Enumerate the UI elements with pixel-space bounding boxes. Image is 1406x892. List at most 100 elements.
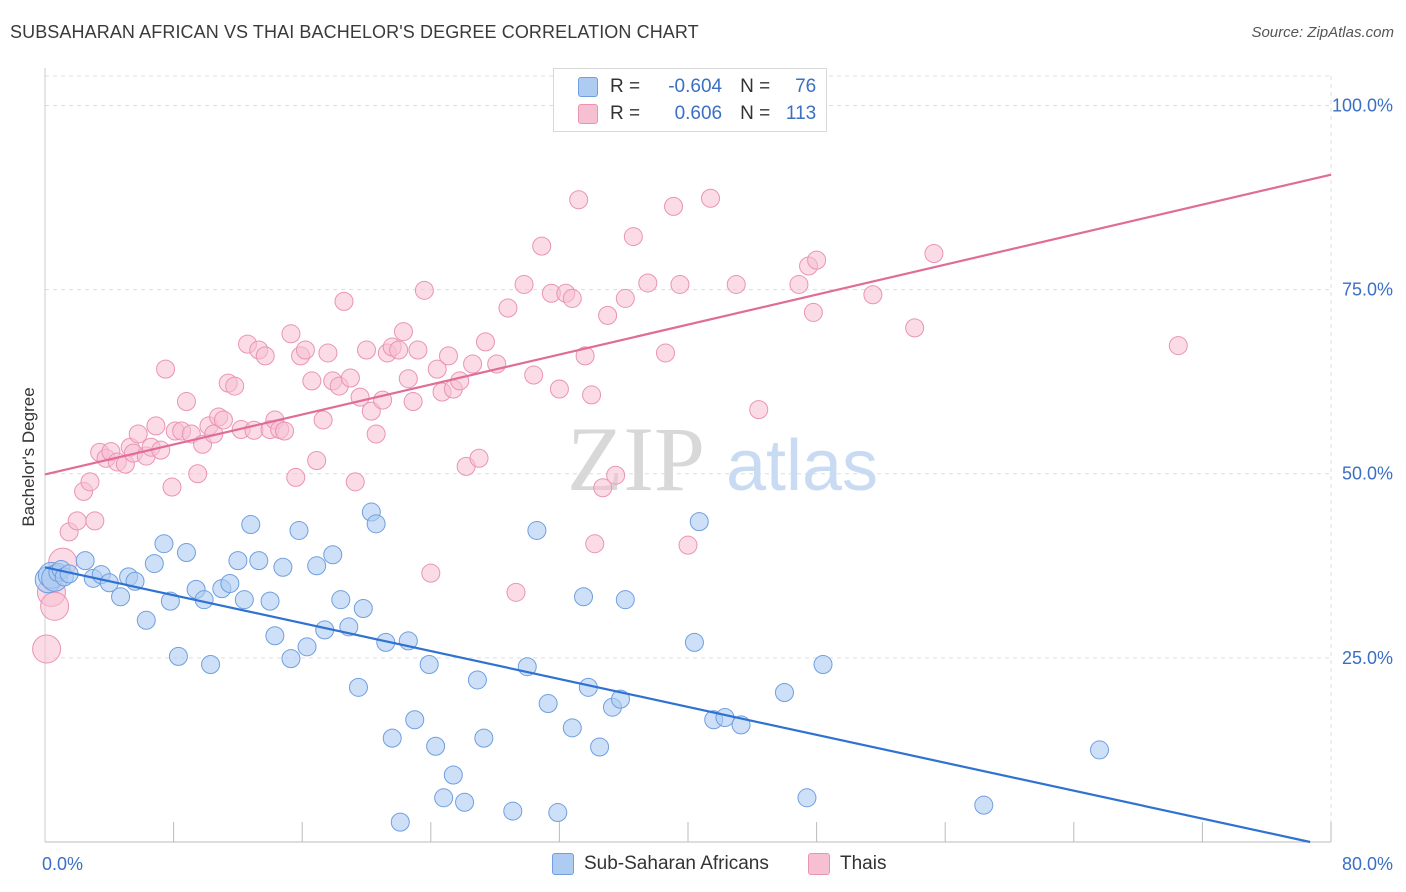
thais-point: [664, 196, 684, 216]
sub-saharan-africans-point: [562, 718, 582, 738]
sub-saharan-africans-point: [405, 710, 425, 730]
chart-source: Source: ZipAtlas.com: [1251, 24, 1394, 41]
thais-point: [67, 511, 87, 531]
thais-point: [514, 274, 534, 294]
bottom-legend-label-blue: Sub-Saharan Africans: [584, 853, 769, 874]
thais-point: [366, 424, 386, 444]
thais-point: [128, 424, 148, 444]
thais-point: [593, 478, 613, 498]
thais-point: [450, 371, 470, 391]
thais-point: [318, 343, 338, 363]
thais-point: [532, 236, 552, 256]
sub-saharan-africans-point: [974, 795, 994, 815]
thais-point: [1168, 336, 1188, 356]
sub-saharan-africans-point: [443, 765, 463, 785]
legend-r-value: 0.606: [674, 103, 723, 124]
y-tick-label: 50.0%: [1342, 464, 1393, 484]
thais-point: [307, 450, 327, 470]
legend-swatch-blue: [578, 77, 598, 97]
sub-saharan-africans-point: [201, 654, 221, 674]
correlation-legend: R = -0.604 N = 76 R = 0.606 N = 113: [553, 68, 827, 132]
thais-point: [749, 400, 769, 420]
thais-point: [549, 379, 569, 399]
thais-point: [188, 464, 208, 484]
sub-saharan-africans-point: [434, 788, 454, 808]
sub-saharan-africans-point: [455, 792, 475, 812]
sub-saharan-africans-point: [154, 534, 174, 554]
sub-saharan-africans-point: [797, 788, 817, 808]
thais-point: [225, 376, 245, 396]
thais-point: [803, 302, 823, 322]
bottom-legend-pink: Thais: [808, 851, 886, 877]
thais-point: [80, 472, 100, 492]
thais-point: [789, 274, 809, 294]
sub-saharan-africans-point: [273, 557, 293, 577]
thais-point: [85, 511, 105, 531]
thais-trend-line: [44, 173, 1332, 476]
x-tick-label-min: 0.0%: [42, 854, 83, 874]
thais-point: [655, 343, 675, 363]
legend-n-label: N =: [740, 76, 771, 97]
sub-saharan-africans-point: [136, 610, 156, 630]
thais-point: [615, 288, 635, 308]
thais-point: [295, 340, 315, 360]
thais-point: [313, 410, 333, 430]
chart-title: SUBSAHARAN AFRICAN VS THAI BACHELOR'S DE…: [10, 22, 699, 42]
sub-saharan-africans-point: [265, 626, 285, 646]
sub-saharan-africans-point: [331, 590, 351, 610]
sub-saharan-africans-point: [684, 632, 704, 652]
sub-saharan-africans-point: [75, 551, 95, 571]
thais-point: [398, 369, 418, 389]
sub-saharan-africans-point: [111, 587, 131, 607]
thais-point: [302, 371, 322, 391]
thais-point: [40, 591, 70, 621]
thais-point: [162, 477, 182, 497]
thais-point: [623, 227, 643, 247]
thais-point: [475, 332, 495, 352]
sub-saharan-africans-trend-line: [44, 566, 1311, 844]
thais-point: [807, 250, 827, 270]
y-axis-label: Bachelor's Degree: [19, 387, 38, 526]
thais-point: [414, 280, 434, 300]
thais-point: [569, 190, 589, 210]
thais-point: [701, 188, 721, 208]
sub-saharan-africans-point: [689, 512, 709, 532]
thais-point: [32, 634, 62, 664]
sub-saharan-africans-point: [144, 554, 164, 574]
sub-saharan-africans-point: [260, 591, 280, 611]
sub-saharan-africans-point: [366, 514, 386, 534]
thais-point: [281, 324, 301, 344]
sub-saharan-africans-point: [615, 590, 635, 610]
thais-point: [334, 291, 354, 311]
bottom-legend-label-pink: Thais: [840, 853, 887, 874]
thais-point: [357, 340, 376, 360]
sub-saharan-africans-point: [419, 654, 439, 674]
sub-saharan-africans-point: [813, 654, 833, 674]
thais-points: [32, 188, 1188, 664]
sub-saharan-africans-points: [34, 502, 1110, 832]
sub-saharan-africans-point: [390, 812, 410, 832]
thais-point: [176, 392, 196, 412]
legend-r-label: R =: [610, 76, 641, 97]
sub-saharan-africans-point: [574, 587, 594, 607]
sub-saharan-africans-point: [715, 708, 735, 728]
sub-saharan-africans-point: [474, 728, 494, 748]
thais-point: [562, 288, 582, 308]
sub-saharan-africans-point: [353, 599, 373, 619]
thais-point: [463, 354, 483, 374]
tick-labels: 25.0% 50.0% 75.0% 100.0% 0.0% 80.0%: [42, 95, 1393, 874]
thais-point: [498, 298, 518, 318]
thais-point: [606, 465, 626, 485]
axes: [44, 68, 1332, 843]
y-tick-label: 100.0%: [1332, 95, 1393, 115]
thais-point: [340, 368, 360, 388]
sub-saharan-africans-point: [426, 736, 446, 756]
sub-saharan-africans-point: [220, 573, 240, 593]
legend-n-value: 113: [785, 103, 817, 124]
sub-saharan-africans-point: [249, 551, 269, 571]
thais-point: [585, 534, 605, 554]
sub-saharan-africans-point: [176, 543, 196, 563]
legend-n-label: N =: [740, 103, 771, 124]
thais-point: [393, 322, 413, 342]
